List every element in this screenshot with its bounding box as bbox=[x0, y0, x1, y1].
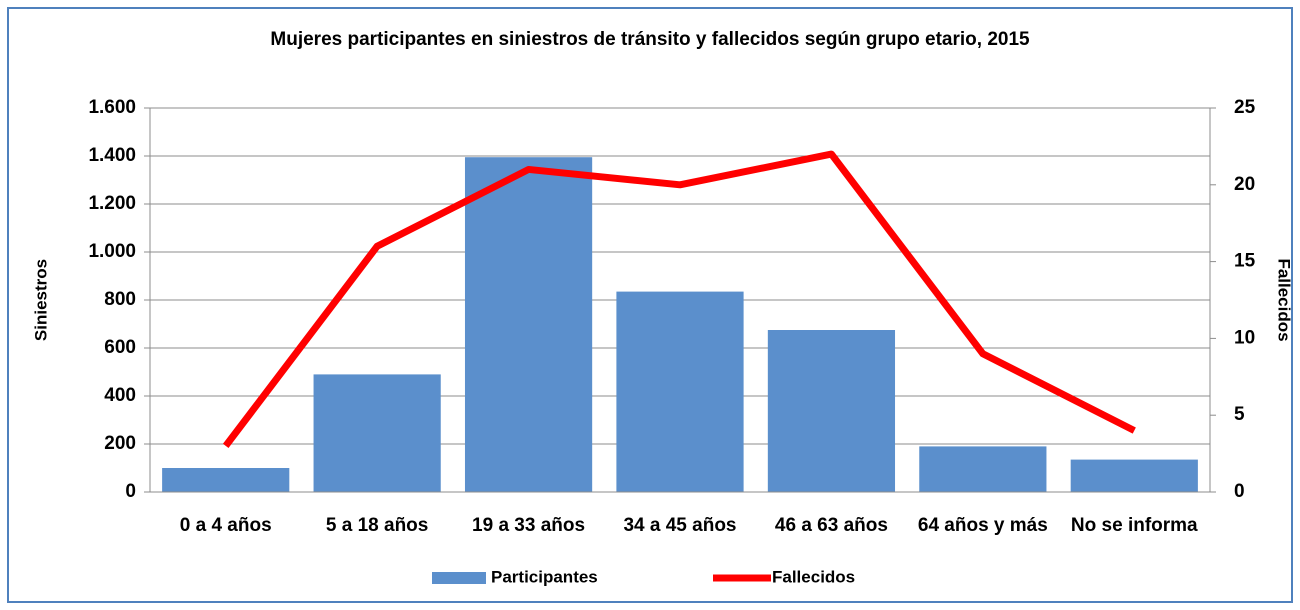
y2-tick-label: 10 bbox=[1234, 327, 1255, 348]
x-tick-label: 64 años y más bbox=[918, 515, 1048, 536]
bar bbox=[767, 330, 896, 492]
y2-tick-label: 0 bbox=[1234, 481, 1245, 502]
line bbox=[222, 150, 1136, 449]
x-tick-label: 5 a 18 años bbox=[326, 515, 428, 536]
y-tick-label: 200 bbox=[104, 433, 136, 454]
y-tick-label: 800 bbox=[104, 289, 136, 310]
legend-label: Fallecidos bbox=[772, 567, 855, 586]
y-tick-label: 1.000 bbox=[88, 241, 136, 262]
chart-title: Mujeres participantes en siniestros de t… bbox=[270, 29, 1030, 50]
x-tick-label: 46 a 63 años bbox=[775, 515, 888, 536]
y-tick-label: 0 bbox=[125, 481, 136, 502]
bar bbox=[464, 157, 593, 492]
y-axis-title: Siniestros bbox=[31, 259, 50, 341]
bar bbox=[162, 468, 290, 492]
y-tick-label: 400 bbox=[104, 385, 136, 406]
x-tick-label: 34 a 45 años bbox=[623, 515, 736, 536]
y-tick-label: 1.400 bbox=[88, 145, 136, 166]
y2-tick-label: 15 bbox=[1234, 251, 1256, 272]
legend-label: Participantes bbox=[491, 567, 598, 586]
y2-axis-title: Fallecidos bbox=[1275, 258, 1294, 341]
y-tick-label: 1.600 bbox=[88, 97, 136, 118]
x-tick-label: No se informa bbox=[1071, 515, 1198, 536]
bar bbox=[313, 374, 441, 492]
x-tick-label: 19 a 33 años bbox=[472, 515, 585, 536]
y2-tick-label: 20 bbox=[1234, 174, 1255, 195]
y2-tick-label: 5 bbox=[1234, 404, 1245, 425]
bar bbox=[1070, 459, 1198, 492]
x-tick-label: 0 a 4 años bbox=[180, 515, 272, 536]
legend-swatch bbox=[432, 572, 486, 584]
y-tick-label: 1.200 bbox=[88, 193, 136, 214]
bar bbox=[616, 291, 744, 492]
y-tick-label: 600 bbox=[104, 337, 136, 358]
y2-tick-label: 25 bbox=[1234, 97, 1256, 118]
bar bbox=[919, 446, 1047, 492]
